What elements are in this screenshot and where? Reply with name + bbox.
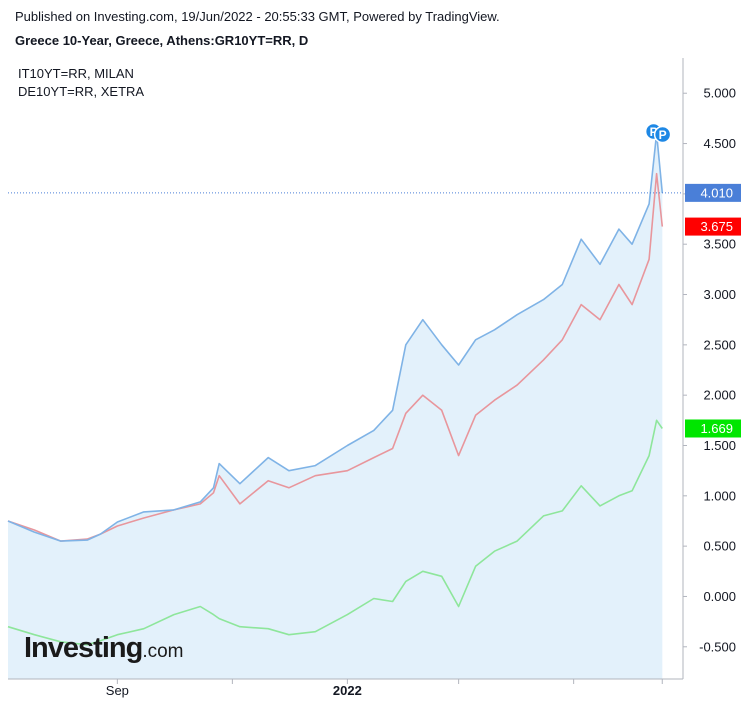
y-tick-label: -0.500 [699,639,736,654]
price-tag: 1.669 [685,419,741,438]
price-tag-box [685,183,741,202]
published-note: Published on Investing.com, 19/Jun/2022 … [15,9,500,24]
y-tick-label: 1.000 [703,488,736,503]
logo-main: Investing [24,632,143,664]
italy-series-line [7,172,664,542]
y-tick-label: 5.000 [703,86,736,101]
event-marker[interactable]: P [653,125,672,144]
x-tick-label: 2022 [333,683,362,698]
price-tag: 3.675 [685,217,741,236]
y-tick-label: 3.500 [703,237,736,252]
event-marker-label: P [650,125,658,139]
y-tick-label: 0.500 [703,539,736,554]
y-tick-label: 1.500 [703,438,736,453]
price-tag-box [685,419,741,438]
logo-suffix: .com [142,641,184,662]
price-tag-label: 4.010 [700,185,733,200]
germany-series-line [7,419,663,646]
legend-germany: DE10YT=RR, XETRA [18,84,145,99]
price-tag: 4.010 [685,183,741,202]
legend-italy: IT10YT=RR, MILAN [18,66,134,81]
y-tick-label: 4.500 [703,136,736,151]
greece-series-line [7,132,664,542]
y-tick-label: 2.500 [703,337,736,352]
greece-area-fill [8,133,663,679]
price-tag-label: 3.675 [700,219,733,234]
event-marker-label: P [659,128,667,142]
investing-logo: Investing.com [24,632,184,665]
chart-title: Greece 10-Year, Greece, Athens:GR10YT=RR… [15,33,309,48]
price-tag-label: 1.669 [700,421,733,436]
event-marker-circle[interactable] [653,125,672,144]
price-tag-box [685,217,741,236]
y-tick-label: 0.000 [703,589,736,604]
x-tick-label: Sep [106,683,129,698]
y-tick-label: 2.000 [703,388,736,403]
y-tick-label: 3.000 [703,287,736,302]
